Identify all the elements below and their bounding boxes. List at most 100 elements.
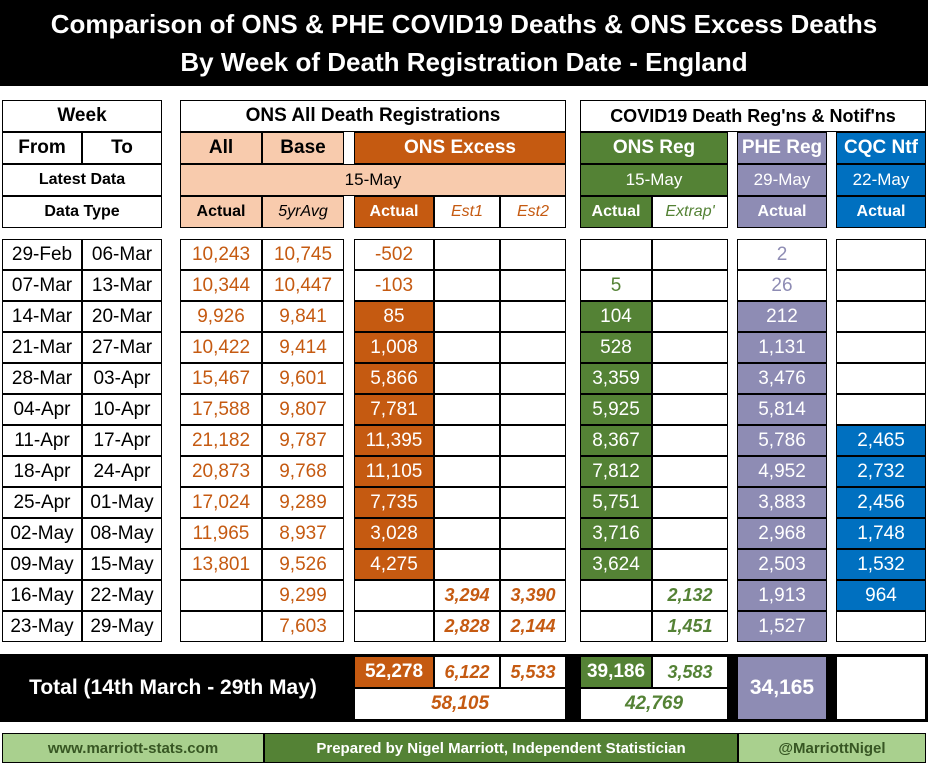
table-cell-ons-extrap [652, 425, 728, 456]
table-cell-est2 [500, 549, 566, 580]
table-cell-cqc-actual: 2,732 [836, 456, 926, 487]
table-cell-from: 11-Apr [2, 425, 82, 456]
table-cell-cqc-actual [836, 611, 926, 642]
table-cell-base: 9,787 [262, 425, 344, 456]
table-cell-est1: 2,828 [434, 611, 500, 642]
table-cell-ons-extrap [652, 363, 728, 394]
table-cell-ons-extrap [652, 456, 728, 487]
table-cell-ons-extrap [652, 239, 728, 270]
table-cell-from: 14-Mar [2, 301, 82, 332]
table-cell-excess-actual: 5,866 [354, 363, 434, 394]
table-cell-base: 9,601 [262, 363, 344, 394]
table-cell-est2 [500, 487, 566, 518]
table-cell-base: 10,447 [262, 270, 344, 301]
table-cell-excess-actual: 3,028 [354, 518, 434, 549]
table-cell-ons-extrap [652, 301, 728, 332]
table-cell-est2: 3,390 [500, 580, 566, 611]
header-covid-group: COVID19 Death Reg'ns & Notif'ns [580, 100, 926, 132]
table-cell-cqc-actual: 2,456 [836, 487, 926, 518]
header-cqc-actual: Actual [836, 196, 926, 228]
total-est1: 6,122 [434, 656, 500, 688]
table-cell-ons-actual: 5 [580, 270, 652, 301]
header-to: To [82, 132, 162, 164]
header-ons-excess: ONS Excess [354, 132, 566, 164]
table-cell-all-actual: 13,801 [180, 549, 262, 580]
table-cell-ons-actual: 3,716 [580, 518, 652, 549]
table-cell-excess-actual: 11,395 [354, 425, 434, 456]
table-cell-from: 25-Apr [2, 487, 82, 518]
table-cell-from: 09-May [2, 549, 82, 580]
table-cell-cqc-actual [836, 301, 926, 332]
table-cell-excess-actual: 4,275 [354, 549, 434, 580]
header-ons-actual: Actual [580, 196, 652, 228]
total-est2: 5,533 [500, 656, 566, 688]
table-cell-from: 07-Mar [2, 270, 82, 301]
total-excess-actual: 52,278 [354, 656, 434, 688]
table-cell-cqc-actual: 964 [836, 580, 926, 611]
table-cell-excess-actual: -502 [354, 239, 434, 270]
table-cell-to: 24-Apr [82, 456, 162, 487]
total-ons-extrap: 3,583 [652, 656, 728, 688]
table-cell-base: 9,807 [262, 394, 344, 425]
footer-twitter: @MarriottNigel [738, 733, 926, 763]
table-cell-ons-actual [580, 611, 652, 642]
table-cell-est2: 2,144 [500, 611, 566, 642]
table-cell-ons-extrap: 2,132 [652, 580, 728, 611]
table-cell-ons-extrap [652, 332, 728, 363]
table-cell-from: 16-May [2, 580, 82, 611]
table-cell-all-actual: 20,873 [180, 456, 262, 487]
table-cell-to: 08-May [82, 518, 162, 549]
table-cell-ons-extrap [652, 394, 728, 425]
table-cell-ons-extrap [652, 487, 728, 518]
table-cell-est1 [434, 239, 500, 270]
total-cqc [836, 656, 926, 720]
table-cell-all-actual [180, 611, 262, 642]
table-cell-est1 [434, 456, 500, 487]
table-cell-est2 [500, 456, 566, 487]
header-phe-reg: PHE Reg [737, 132, 827, 164]
table-cell-ons-extrap [652, 549, 728, 580]
table-cell-from: 29-Feb [2, 239, 82, 270]
header-ons-date: 15-May [180, 164, 566, 196]
table-cell-phe-actual: 5,786 [737, 425, 827, 456]
table-cell-excess-actual: -103 [354, 270, 434, 301]
table-cell-est1 [434, 332, 500, 363]
table-cell-from: 21-Mar [2, 332, 82, 363]
header-ons-reg-date: 15-May [580, 164, 728, 196]
table-cell-to: 17-Apr [82, 425, 162, 456]
table-cell-est2 [500, 301, 566, 332]
table-cell-est1 [434, 425, 500, 456]
header-est2: Est2 [500, 196, 566, 228]
table-cell-excess-actual [354, 611, 434, 642]
table-cell-all-actual: 9,926 [180, 301, 262, 332]
table-cell-base: 9,841 [262, 301, 344, 332]
table-cell-cqc-actual [836, 363, 926, 394]
table-cell-est2 [500, 239, 566, 270]
table-cell-est1: 3,294 [434, 580, 500, 611]
table-cell-ons-extrap [652, 270, 728, 301]
header-week: Week [2, 100, 162, 132]
total-excess-sum: 58,105 [354, 688, 566, 720]
title-line2: By Week of Death Registration Date - Eng… [180, 47, 748, 77]
table-cell-est2 [500, 332, 566, 363]
table-cell-est1 [434, 549, 500, 580]
table-cell-cqc-actual [836, 332, 926, 363]
table-cell-to: 06-Mar [82, 239, 162, 270]
table-cell-phe-actual: 2,968 [737, 518, 827, 549]
header-base: Base [262, 132, 344, 164]
table-cell-cqc-actual [836, 270, 926, 301]
table-cell-phe-actual: 26 [737, 270, 827, 301]
header-data-type: Data Type [2, 196, 162, 228]
table-cell-ons-actual: 528 [580, 332, 652, 363]
title-line1: Comparison of ONS & PHE COVID19 Deaths &… [50, 9, 878, 39]
header-ons-all: ONS All Death Registrations [180, 100, 566, 132]
table-cell-from: 04-Apr [2, 394, 82, 425]
table-cell-phe-actual: 212 [737, 301, 827, 332]
header-latest-data: Latest Data [2, 164, 162, 196]
table-cell-to: 22-May [82, 580, 162, 611]
table-cell-all-actual: 17,024 [180, 487, 262, 518]
table-cell-est2 [500, 425, 566, 456]
header-excess-actual: Actual [354, 196, 434, 228]
table-cell-to: 29-May [82, 611, 162, 642]
table-cell-phe-actual: 2,503 [737, 549, 827, 580]
